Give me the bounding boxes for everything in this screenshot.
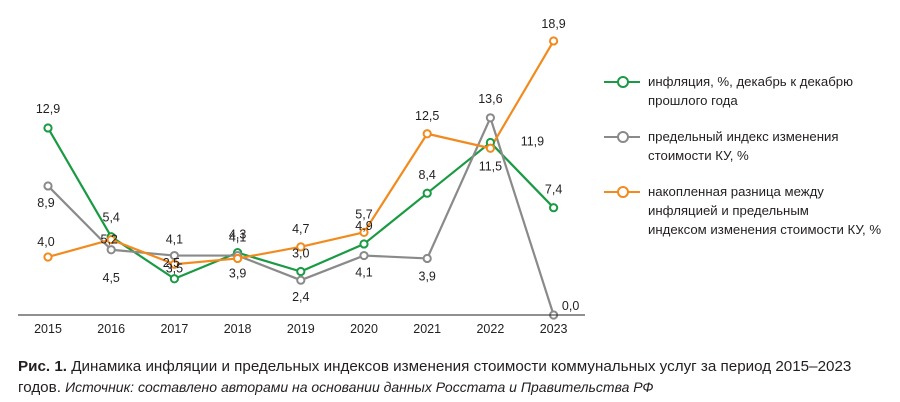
legend-label-line1: инфляция, %, декабрь к декабрю [648,74,853,89]
legend-label-line3: индексом изменения стоимости КУ, % [648,222,882,237]
figure-caption: Рис. 1. Динамика инфляции и предельных и… [18,356,888,398]
data-label-inflation-2021: 8,4 [419,168,436,182]
line-chart: 2015 2016 2017 2018 2019 2020 2021 2022 2023 12,… [18,17,585,336]
data-label-accumulated-2017: 3,5 [166,261,183,275]
legend-label-line2: прошлого года [648,93,738,108]
legend-label-line2: инфляцией и предельным [648,203,809,218]
x-tick-2017: 2017 [160,322,188,336]
point-inflation-2017 [169,274,179,284]
data-label-accumulated-2023: 18,9 [541,17,565,31]
legend: инфляция, %, декабрь к декабрю прошлого … [604,72,900,239]
legend-label-line2: стоимости КУ, % [648,148,749,163]
data-label-limit-index-2021: 3,9 [419,269,436,283]
x-tick-2016: 2016 [97,322,125,336]
point-inflation-2021 [422,188,432,198]
data-label-accumulated-2019: 4,7 [292,222,309,236]
x-tick-2015: 2015 [34,322,62,336]
point-limit-index-2022 [485,113,495,123]
point-accumulated-2021 [422,129,432,139]
data-label-accumulated-2016: 5,2 [101,233,118,247]
x-tick-2018: 2018 [224,322,252,336]
data-label-limit-index-2015: 8,9 [37,196,54,210]
point-inflation-2015 [43,123,53,133]
data-label-inflation-2019: 3,0 [292,247,309,261]
x-tick-2022: 2022 [476,322,504,336]
point-accumulated-2019 [296,242,306,252]
figure-source: Источник: составлено авторами на основан… [65,379,654,395]
x-tick-2023: 2023 [540,322,568,336]
data-label-inflation-2020: 4,9 [355,219,372,233]
x-tick-2020: 2020 [350,322,378,336]
data-label-inflation-2016: 5,4 [103,211,120,225]
point-limit-index-2016 [106,245,116,255]
point-accumulated-2022 [485,143,495,153]
data-label-accumulated-2018: 3,9 [229,266,246,280]
point-accumulated-2015 [43,252,53,262]
data-label-limit-index-2020: 4,1 [355,266,372,280]
data-label-inflation-2023: 7,4 [545,183,562,197]
legend-swatch-limit-index [604,131,640,143]
data-label-inflation-2017: 2,5 [163,256,180,270]
legend-label-line1: предельный индекс изменения [648,129,839,144]
data-label-limit-index-2019: 2,4 [292,290,309,304]
legend-item-accumulated: накопленная разница между инфляцией и пр… [604,182,900,239]
series-line-limit-index [47,116,555,316]
series-layer [43,36,559,320]
point-accumulated-2016 [106,235,116,245]
x-tick-labels: 2015 2016 2017 2018 2019 2020 2021 2022 2023 [34,322,567,336]
point-accumulated-2017 [169,259,179,269]
point-limit-index-2019 [296,275,306,285]
data-labels: 12,9 5,4 2,5 4,3 3,0 4,9 8,4 11,9 7,4 8,9 4,5 4,1 4,… [36,17,580,313]
data-label-limit-index-2017: 4,1 [166,233,183,247]
legend-label-line1: накопленная разница между [648,184,824,199]
point-accumulated-2020 [359,227,369,237]
point-limit-index-2017 [169,250,179,261]
legend-swatch-inflation [604,76,640,88]
point-inflation-2020 [359,239,369,249]
data-label-accumulated-2022: 11,5 [479,159,502,173]
data-label-accumulated-2021: 12,5 [415,109,439,123]
point-inflation-2019 [296,266,306,277]
data-label-inflation-2022: 11,9 [521,134,544,148]
data-label-accumulated-2015: 4,0 [37,235,54,249]
data-label-limit-index-2022: 13,6 [478,92,502,106]
figure-title: Динамика инфляции и предельных индексов … [18,358,852,396]
point-accumulated-2023 [549,36,559,46]
data-label-inflation-2018: 4,3 [229,228,246,242]
legend-item-limit-index: предельный индекс изменения стоимости КУ… [604,127,900,165]
data-label-inflation-2015: 12,9 [36,102,60,116]
x-tick-2019: 2019 [287,322,315,336]
x-tick-2021: 2021 [413,322,441,336]
point-inflation-2023 [549,203,559,213]
point-limit-index-2021 [422,253,432,264]
figure-number: Рис. 1. [18,358,68,375]
legend-swatch-accumulated [604,186,640,198]
point-limit-index-2015 [43,181,53,191]
data-label-limit-index-2023: 0,0 [562,299,579,313]
legend-item-inflation: инфляция, %, декабрь к декабрю прошлого … [604,72,900,110]
data-label-accumulated-2020: 5,7 [355,207,372,221]
data-label-limit-index-2018: 4,1 [229,231,246,245]
point-accumulated-2018 [233,253,243,264]
data-label-limit-index-2016: 4,5 [103,271,120,285]
point-limit-index-2020 [359,250,369,261]
